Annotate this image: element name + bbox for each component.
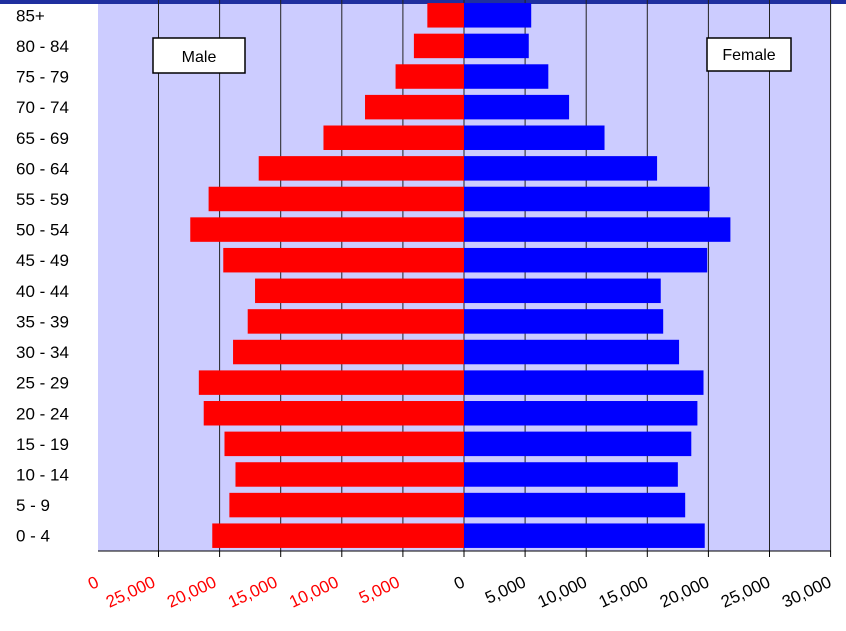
category-label: 0 - 4 <box>16 527 50 546</box>
bar-female <box>464 431 692 457</box>
category-label: 20 - 24 <box>16 404 69 423</box>
bar-male <box>198 370 465 395</box>
x-tick-label: 0 <box>451 572 468 593</box>
x-tick-label: 15,000 <box>596 572 651 611</box>
x-tick-label: 0 <box>85 572 102 593</box>
bar-male <box>190 217 464 242</box>
bar-male <box>233 339 464 365</box>
bar-male <box>365 94 464 120</box>
x-axis-labels: 0 25,000 20,000 15,000 10,000 5,000 0 5,000 10,0… <box>85 572 834 611</box>
bar-female <box>464 492 686 518</box>
x-axis-ticks <box>158 551 832 557</box>
male-bars <box>190 3 465 548</box>
grid-lines <box>158 0 832 551</box>
x-tick-label: 30,000 <box>779 572 834 611</box>
bar-female <box>464 94 570 120</box>
bar-male <box>229 492 464 518</box>
bar-male <box>203 401 465 426</box>
top-border <box>0 0 846 4</box>
bar-female <box>464 523 705 548</box>
bar-male <box>224 431 464 457</box>
bar-male <box>247 309 464 334</box>
legend-male-box <box>152 37 246 74</box>
category-label: 30 - 34 <box>16 343 69 362</box>
category-label: 40 - 44 <box>16 282 69 301</box>
bar-male <box>255 278 464 304</box>
bar-female <box>464 339 680 365</box>
bar-male <box>212 523 464 548</box>
bar-female <box>464 309 664 334</box>
category-label: 5 - 9 <box>16 496 50 515</box>
bar-female <box>464 217 731 242</box>
legend-female-label: Female <box>722 47 775 64</box>
x-tick-label: 5,000 <box>482 572 529 607</box>
bar-female <box>464 186 710 212</box>
legend-female: Female <box>706 37 792 72</box>
x-tick-label: 20,000 <box>164 572 219 611</box>
category-label: 75 - 79 <box>16 68 69 87</box>
bar-female <box>464 3 532 28</box>
legend-male: Male <box>152 37 246 74</box>
bar-male <box>258 156 464 181</box>
bar-female <box>464 33 529 59</box>
x-tick-label: 25,000 <box>103 572 158 611</box>
category-label: 80 - 84 <box>16 37 69 56</box>
category-label: 65 - 69 <box>16 129 69 148</box>
x-tick-label: 25,000 <box>718 572 773 611</box>
x-tick-label: 15,000 <box>225 572 280 611</box>
female-bars <box>464 3 731 548</box>
bar-female <box>464 401 698 426</box>
bar-female <box>464 370 704 395</box>
category-label: 60 - 64 <box>16 159 69 178</box>
category-label: 35 - 39 <box>16 312 69 331</box>
legend-male-label: Male <box>182 49 217 66</box>
category-label: 45 - 49 <box>16 251 69 270</box>
category-label: 50 - 54 <box>16 221 69 240</box>
bar-female <box>464 156 658 181</box>
legend-female-box <box>706 37 792 72</box>
bar-male <box>395 64 464 89</box>
bar-female <box>464 462 678 487</box>
bar-male <box>323 125 464 150</box>
bar-male <box>235 462 464 487</box>
category-label: 85+ <box>16 6 45 25</box>
category-label: 25 - 29 <box>16 374 69 393</box>
bar-female <box>464 125 605 150</box>
bar-male <box>427 3 464 28</box>
x-tick-label: 20,000 <box>657 572 712 611</box>
x-tick-label: 10,000 <box>286 572 341 611</box>
x-tick-label: 10,000 <box>535 572 590 611</box>
bar-male <box>208 186 464 212</box>
bar-female <box>464 278 661 304</box>
bar-male <box>413 33 464 59</box>
bar-female <box>464 64 549 89</box>
category-label: 10 - 14 <box>16 465 69 484</box>
bar-male <box>223 247 464 273</box>
category-label: 15 - 19 <box>16 435 69 454</box>
bar-female <box>464 247 708 273</box>
category-label: 55 - 59 <box>16 190 69 209</box>
category-label: 70 - 74 <box>16 98 69 117</box>
x-tick-label: 5,000 <box>356 572 403 607</box>
y-axis-labels: 0 - 4 5 - 9 10 - 14 15 - 19 20 - 24 25 - 29 30… <box>16 6 69 545</box>
